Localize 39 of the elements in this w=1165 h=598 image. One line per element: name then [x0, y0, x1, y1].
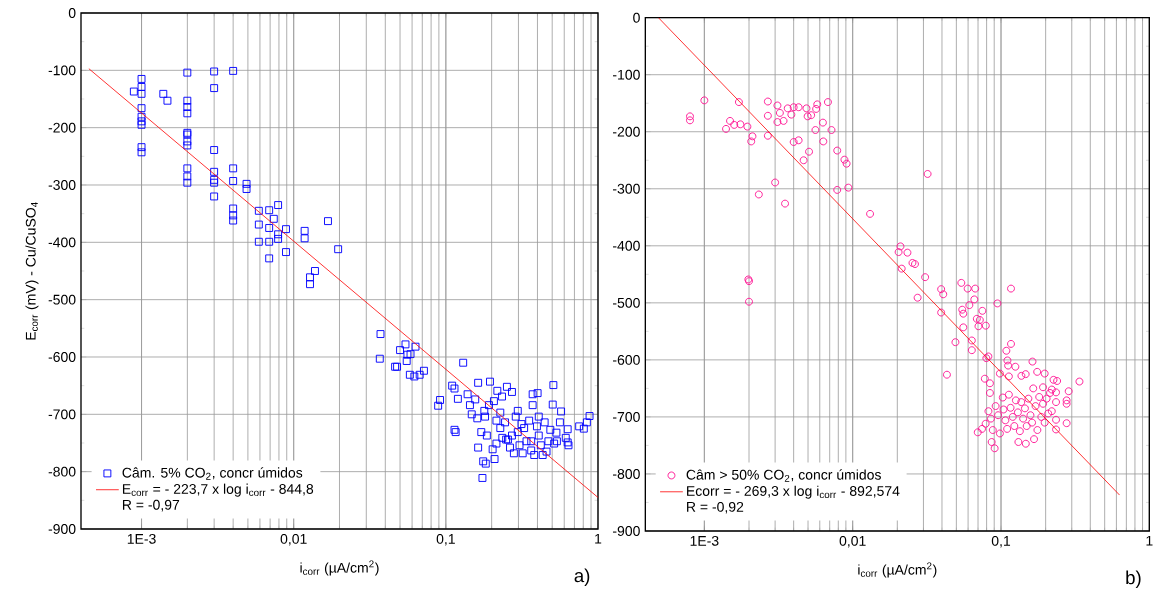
annotation: R = -0,97: [122, 499, 180, 512]
x-tick-label: 0,1: [991, 535, 1011, 548]
y-axis-title: E$_{corr}$ (mV) - Cu/CuSO$_{4}$: [25, 202, 39, 340]
y-tick-label: -300: [613, 183, 640, 194]
y-tick-label: -600: [48, 352, 76, 362]
y-tick-label: -300: [48, 180, 76, 190]
x-tick-label: 1E-3: [690, 535, 719, 546]
x-tick-label: 0,01: [280, 533, 307, 546]
y-tick-label: -600: [613, 354, 640, 365]
y-tick-label: 0: [68, 8, 76, 18]
y-tick-label: -800: [48, 466, 76, 477]
y-tick-label: -100: [613, 69, 640, 80]
y-tick-label: -700: [48, 409, 76, 420]
y-tick-label: -900: [48, 524, 76, 534]
y-tick-label: -700: [613, 411, 640, 422]
legend-label: Ecorr = - 269,3 x log i$_{corr}$ - 892,574: [687, 485, 900, 499]
y-tick-label: -100: [48, 65, 76, 76]
y-tick-label: -500: [48, 294, 76, 305]
x-tick-label: 0,1: [436, 533, 455, 546]
text: a): [574, 568, 590, 586]
y-tick-label: -500: [613, 297, 640, 308]
y-tick-label: 0: [633, 12, 640, 23]
y-tick-label: -400: [613, 240, 640, 251]
legend-label: E$_{corr}$ = - 223,7 x log i$_{corr}$ - 844,8: [122, 483, 314, 497]
y-tick-label: -800: [613, 469, 640, 479]
x-tick-label: 1: [595, 533, 602, 544]
x-tick-label: 0,01: [839, 535, 866, 548]
y-tick-label: -400: [48, 237, 76, 248]
text: b): [1126, 570, 1141, 588]
annotation: R = -0,92: [687, 501, 744, 514]
y-tick-label: -200: [613, 126, 640, 137]
x-tick-label: 1E-3: [127, 533, 156, 544]
legend-label: Câm. 5% CO$_{2}$, concr úmidos: [122, 467, 303, 480]
x-axis-title: i$_{corr}$ (µA/cm$^{2}$): [300, 560, 379, 576]
y-tick-label: -200: [48, 122, 76, 133]
y-tick-label: -900: [613, 526, 640, 536]
legend-label: Câm > 50% CO$_{2}$, concr úmidos: [686, 469, 881, 482]
x-axis-title: i$_{corr}$ (µA/cm$^{2}$): [858, 562, 937, 578]
x-tick-label: 1: [1146, 535, 1153, 546]
